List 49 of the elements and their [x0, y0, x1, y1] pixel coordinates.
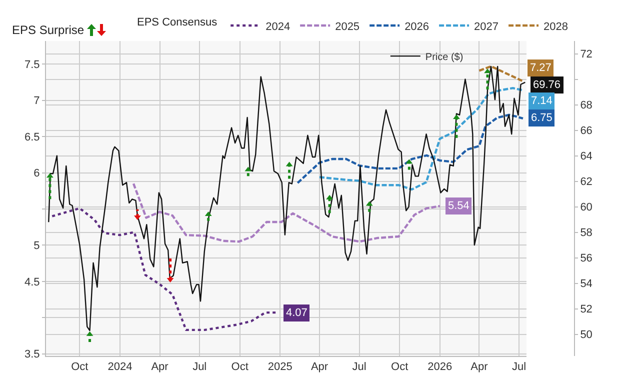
y-tick-label: 6 [34, 168, 40, 180]
x-tick-label: Jul [352, 361, 366, 374]
y-tick-label: 5 [34, 240, 40, 252]
x-tick-label: Oct [71, 361, 88, 374]
data-label: 4.07 [286, 307, 308, 319]
x-tick-label: Oct [391, 361, 408, 374]
line-series [132, 182, 441, 243]
text: EPS Surprise [12, 23, 84, 37]
legend-label: 2026 [404, 20, 430, 33]
y-tick-label: 7 [34, 95, 40, 108]
legend-label: 2024 [266, 20, 290, 33]
y2-tick-label: 62 [580, 176, 592, 188]
y2-tick-label: 52 [580, 304, 592, 316]
legend-label: Price ($) [425, 52, 464, 63]
data-label: 7.27 [530, 62, 552, 74]
legend-label: 2025 [335, 20, 360, 33]
x-tick-label: 2026 [428, 361, 452, 374]
x-tick-label: Jul [512, 361, 526, 374]
data-label: 6.75 [531, 112, 552, 124]
legend-label: 2027 [474, 20, 499, 33]
y-tick-label: 4.5 [24, 276, 40, 288]
legend-title: EPS Consensus [137, 16, 218, 28]
data-label: 7.14 [531, 95, 552, 107]
x-tick-label: 2024 [108, 361, 132, 374]
line-series [318, 86, 524, 191]
legend-label: 2028 [544, 20, 568, 33]
point [484, 68, 491, 74]
y2-tick-label: 64 [580, 150, 592, 163]
y2-tick-label: 50 [580, 329, 592, 342]
y2-tick-label: 58 [580, 227, 592, 240]
y-tick-label: 3.5 [24, 348, 40, 361]
line-series [296, 114, 524, 184]
y2-tick-label: 60 [580, 202, 592, 214]
y2-tick-label: 56 [580, 252, 592, 265]
y2-tick-label: 72 [580, 48, 592, 61]
y2-tick-label: 66 [580, 125, 592, 138]
y2-tick-label: 54 [580, 278, 592, 290]
y2-tick-label: 68 [580, 100, 592, 112]
x-tick-label: Apr [310, 361, 328, 374]
data-label: 69.76 [533, 79, 561, 91]
x-tick-label: 2025 [268, 361, 292, 374]
x-tick-label: Jul [192, 361, 207, 374]
data-label: 5.54 [448, 200, 470, 212]
x-tick-label: Apr [151, 361, 169, 374]
line-series [478, 65, 524, 82]
y-tick-label: 6.5 [24, 131, 40, 144]
x-tick-label: Oct [231, 361, 248, 374]
y-tick-label: 7.5 [24, 59, 40, 72]
x-tick-label: Apr [470, 361, 488, 374]
